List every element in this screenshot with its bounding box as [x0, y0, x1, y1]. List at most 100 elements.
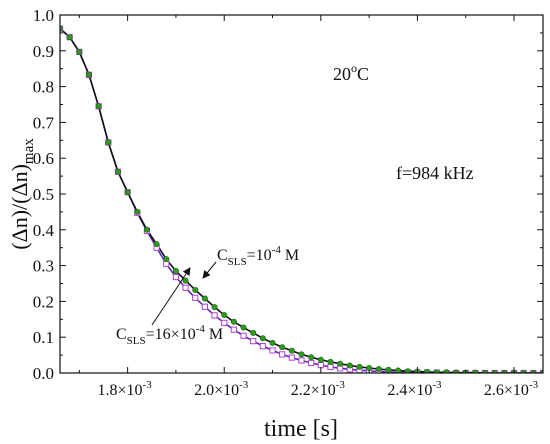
data-point-square — [298, 357, 305, 364]
data-point-circle — [385, 366, 392, 373]
y-tick-label: 0.2 — [33, 292, 54, 311]
y-axis-label-base: (Δn)/(Δn) — [7, 164, 32, 250]
frequency-annotation: f=984 kHz — [396, 163, 474, 183]
data-point-circle — [395, 367, 402, 373]
data-point-circle — [95, 103, 102, 110]
data-point-square — [250, 338, 257, 345]
data-point-square — [211, 312, 218, 319]
y-tick-label: 0.3 — [33, 257, 54, 276]
data-point-circle — [143, 226, 150, 233]
arrow-to-low-curve — [202, 261, 217, 279]
y-tick-label: 0.8 — [33, 78, 54, 97]
y-tick-label: 0.7 — [33, 113, 55, 132]
data-point-square — [192, 294, 199, 301]
data-point-circle — [404, 368, 411, 373]
x-tick-label: 2.0×10-3 — [194, 379, 249, 399]
data-point-circle — [182, 277, 189, 284]
data-point-circle — [60, 25, 63, 32]
series-group — [60, 25, 543, 373]
x-tick-label: 2.6×10-3 — [484, 379, 539, 399]
temperature-annotation: 20oC — [333, 61, 369, 84]
data-point-circle — [114, 168, 121, 175]
y-tick-label: 0.0 — [33, 364, 54, 383]
arrow-to-high-curve — [151, 267, 191, 326]
data-point-circle — [298, 351, 305, 358]
data-point-square — [182, 284, 189, 291]
label-high-unit: M — [205, 326, 223, 343]
temperature-degree: o — [351, 61, 357, 75]
data-point-circle — [269, 339, 276, 346]
data-point-circle — [211, 304, 218, 311]
data-point-circle — [443, 369, 450, 373]
data-point-circle — [163, 256, 170, 263]
data-point-circle — [356, 363, 363, 370]
data-point-circle — [375, 366, 382, 373]
data-point-circle — [240, 324, 247, 331]
label-low-exp: -4 — [272, 244, 282, 256]
data-point-circle — [66, 34, 73, 41]
temperature-value: 20 — [333, 64, 351, 84]
data-point-square — [259, 343, 266, 350]
data-point-square — [327, 363, 334, 371]
label-high-c: C — [116, 326, 127, 343]
label-low-sub: SLS — [228, 256, 247, 268]
data-point-circle — [85, 71, 92, 78]
data-point-circle — [337, 360, 344, 367]
data-point-circle — [308, 354, 315, 361]
data-point-circle — [105, 139, 112, 146]
x-axis-label: time [s] — [264, 416, 338, 442]
data-point-square — [279, 351, 286, 358]
label-low-unit: M — [281, 247, 299, 264]
data-point-square — [240, 332, 247, 339]
data-point-circle — [172, 267, 179, 274]
data-point-square — [172, 273, 180, 281]
data-point-circle — [424, 368, 431, 373]
data-point-circle — [76, 48, 83, 55]
data-point-circle — [221, 312, 228, 319]
concentration-label-high: CSLS=16×10-4 M — [116, 323, 223, 347]
data-point-square — [317, 362, 324, 369]
data-point-circle — [230, 318, 237, 325]
label-high-eq: =16×10 — [146, 326, 196, 343]
temperature-unit: C — [357, 64, 369, 84]
data-point-circle — [124, 189, 131, 196]
y-axis-label: (Δn)/(Δn)max — [7, 138, 37, 250]
data-point-circle — [327, 358, 334, 365]
data-point-circle — [346, 362, 353, 369]
label-low-eq: =10 — [247, 247, 272, 264]
y-tick-label: 0.9 — [33, 42, 54, 61]
label-low-c: C — [217, 247, 228, 264]
series-layer — [60, 25, 543, 373]
y-tick-label: 0.4 — [33, 221, 55, 240]
data-point-circle — [288, 347, 295, 354]
data-point-circle — [317, 356, 324, 363]
data-point-square — [288, 354, 295, 361]
axis-layer: 0.0 0.1 0.2 0.3 0.4 0.5 0.6 0.7 0.8 0.9 1.0 1.8×10-… — [33, 6, 543, 399]
y-tick-label: 1.0 — [33, 6, 54, 25]
data-point-circle — [433, 369, 440, 373]
data-point-circle — [250, 329, 257, 336]
y-tick-label: 0.6 — [33, 149, 54, 168]
x-tick-label: 2.2×10-3 — [291, 379, 346, 399]
data-point-circle — [201, 295, 208, 302]
data-point-square — [230, 326, 237, 333]
data-point-circle — [134, 208, 141, 215]
data-point-circle — [259, 335, 266, 342]
y-axis-label-sub: max — [21, 138, 37, 164]
plot-frame — [59, 14, 544, 374]
label-high-sub: SLS — [127, 335, 146, 347]
y-tick-label: 0.1 — [33, 328, 54, 347]
y-tick-label: 0.5 — [33, 185, 54, 204]
data-point-circle — [279, 344, 286, 351]
data-point-square — [308, 359, 315, 367]
fit-line-circle — [60, 28, 543, 373]
data-point-square — [201, 303, 209, 310]
x-tick-label: 2.4×10-3 — [387, 379, 442, 399]
concentration-label-low: CSLS=10-4 M — [217, 244, 299, 268]
data-point-circle — [366, 364, 373, 371]
x-tick-label: 1.8×10-3 — [98, 379, 153, 399]
data-point-square — [221, 319, 228, 326]
data-point-circle — [192, 286, 199, 293]
label-high-exp: -4 — [196, 323, 206, 335]
